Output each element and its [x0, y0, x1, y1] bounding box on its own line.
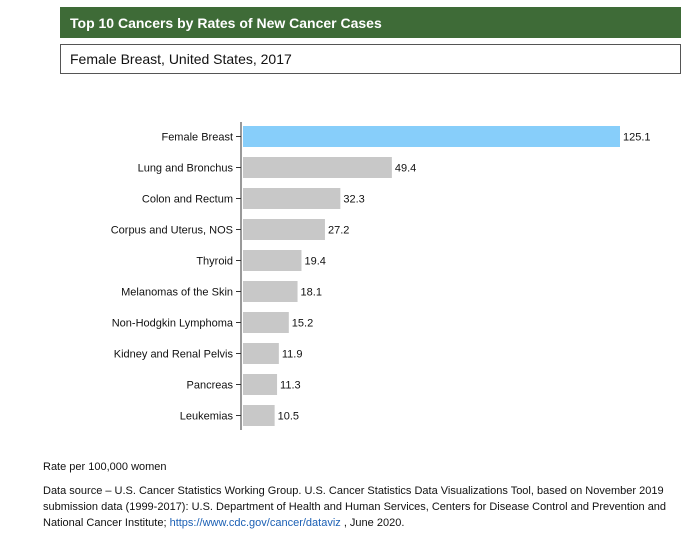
category-label: Kidney and Renal Pelvis — [114, 349, 234, 361]
chart-subtitle-box: Female Breast, United States, 2017 — [60, 44, 681, 74]
value-label: 11.3 — [280, 380, 301, 392]
source-text: Data source – U.S. Cancer Statistics Wor… — [43, 485, 667, 529]
bar — [243, 405, 275, 426]
source-link[interactable]: https://www.cdc.gov/cancer/dataviz — [169, 517, 341, 529]
value-label: 10.5 — [278, 411, 299, 423]
category-label: Thyroid — [196, 256, 233, 268]
chart-title-bar: Top 10 Cancers by Rates of New Cancer Ca… — [60, 7, 681, 38]
value-label: 19.4 — [304, 256, 325, 268]
value-label: 125.1 — [623, 132, 651, 144]
bar — [243, 157, 392, 178]
chart-subtitle: Female Breast, United States, 2017 — [70, 51, 292, 67]
chart-title: Top 10 Cancers by Rates of New Cancer Ca… — [70, 14, 382, 31]
source-note: Data source – U.S. Cancer Statistics Wor… — [43, 483, 673, 531]
value-label: 15.2 — [292, 318, 313, 330]
category-label: Pancreas — [187, 380, 234, 392]
bar — [243, 250, 302, 271]
bar — [243, 312, 289, 333]
category-label: Lung and Bronchus — [138, 163, 234, 175]
source-suffix: , June 2020. — [340, 517, 405, 529]
category-label: Non-Hodgkin Lymphoma — [112, 318, 234, 330]
bar — [243, 343, 279, 364]
bar — [243, 374, 278, 395]
category-label: Colon and Rectum — [142, 194, 233, 206]
category-label: Corpus and Uterus, NOS — [111, 225, 233, 237]
value-label: 27.2 — [328, 225, 349, 237]
bar — [243, 219, 325, 240]
category-label: Leukemias — [180, 411, 234, 423]
value-label: 11.9 — [282, 349, 303, 361]
value-label: 18.1 — [301, 287, 322, 299]
unit-note: Rate per 100,000 women — [43, 461, 167, 473]
category-label: Female Breast — [161, 132, 233, 144]
value-label: 49.4 — [395, 163, 416, 175]
value-label: 32.3 — [343, 194, 364, 206]
bar — [243, 126, 620, 147]
bar — [243, 281, 298, 302]
category-label: Melanomas of the Skin — [121, 287, 233, 299]
bar — [243, 188, 341, 209]
